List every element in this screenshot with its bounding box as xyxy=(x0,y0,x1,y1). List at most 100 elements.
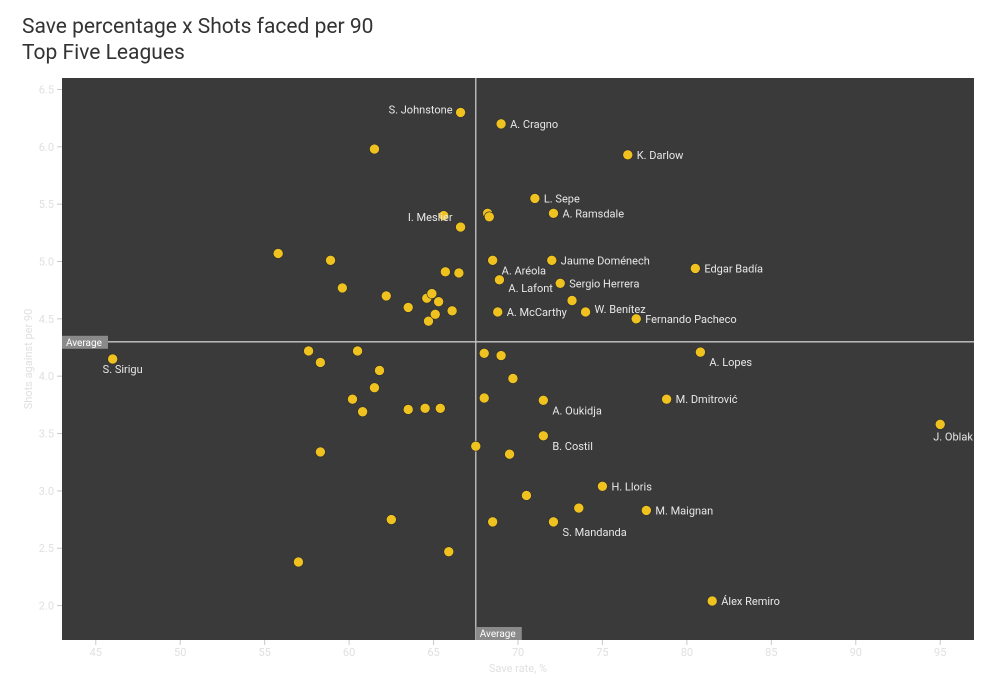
data-point[interactable] xyxy=(567,296,577,306)
y-tick-label: 6.5 xyxy=(39,83,54,96)
data-point[interactable] xyxy=(358,407,368,417)
data-point[interactable] xyxy=(581,307,591,317)
data-point-label: B. Costil xyxy=(552,440,593,453)
data-point[interactable] xyxy=(315,357,325,367)
data-point-label: H. Lloris xyxy=(611,480,652,493)
data-point[interactable] xyxy=(538,431,548,441)
data-point[interactable] xyxy=(555,278,565,288)
data-point-label: S. Johnstone xyxy=(389,103,453,116)
data-point[interactable] xyxy=(707,596,717,606)
data-point[interactable] xyxy=(444,547,454,557)
data-point-label: A. Ramsdale xyxy=(562,207,624,220)
x-tick-label: 95 xyxy=(934,646,946,659)
data-point[interactable] xyxy=(488,255,498,265)
data-point[interactable] xyxy=(574,503,584,513)
data-point[interactable] xyxy=(440,267,450,277)
data-point[interactable] xyxy=(456,107,466,117)
data-point[interactable] xyxy=(548,517,558,527)
data-point[interactable] xyxy=(471,441,481,451)
data-point[interactable] xyxy=(430,309,440,319)
data-point-label: A. Lopes xyxy=(709,356,752,369)
data-point[interactable] xyxy=(488,517,498,527)
y-tick-label: 3.0 xyxy=(39,485,54,498)
scatter-plot: 4550556065707580859095Save rate, %2.02.5… xyxy=(20,72,980,682)
data-point[interactable] xyxy=(456,222,466,232)
data-point[interactable] xyxy=(326,255,336,265)
data-point[interactable] xyxy=(447,306,457,316)
x-tick-label: 85 xyxy=(765,646,777,659)
data-point[interactable] xyxy=(494,275,504,285)
data-point[interactable] xyxy=(496,119,506,129)
x-tick-label: 45 xyxy=(90,646,102,659)
data-point[interactable] xyxy=(484,212,494,222)
data-point[interactable] xyxy=(662,394,672,404)
data-point[interactable] xyxy=(315,447,325,457)
data-point[interactable] xyxy=(434,297,444,307)
data-point-label: A. Aréola xyxy=(502,264,546,277)
data-point[interactable] xyxy=(479,348,489,358)
data-point[interactable] xyxy=(631,314,641,324)
data-point-label: J. Oblak xyxy=(933,430,973,443)
data-point[interactable] xyxy=(386,515,396,525)
data-point-label: K. Darlow xyxy=(637,149,684,162)
data-point-label: M. Maignan xyxy=(655,504,713,517)
data-point[interactable] xyxy=(597,481,607,491)
data-point[interactable] xyxy=(435,403,445,413)
data-point[interactable] xyxy=(403,404,413,414)
data-point[interactable] xyxy=(547,255,557,265)
x-tick-label: 75 xyxy=(596,646,608,659)
y-tick-label: 2.0 xyxy=(39,600,54,613)
data-point[interactable] xyxy=(493,307,503,317)
data-point-label: L. Sepe xyxy=(544,192,580,205)
data-point[interactable] xyxy=(369,383,379,393)
y-tick-label: 5.5 xyxy=(39,198,54,211)
data-point-label: A. McCarthy xyxy=(507,306,568,319)
y-tick-label: 4.0 xyxy=(39,370,54,383)
x-tick-label: 90 xyxy=(850,646,862,659)
avg-x-tag-text: Average xyxy=(480,629,516,640)
data-point-label: Jaume Doménech xyxy=(561,254,650,267)
data-point[interactable] xyxy=(508,373,518,383)
data-point-label: S. Sirigu xyxy=(103,363,143,376)
data-point-label: A. Lafont xyxy=(508,282,553,295)
x-tick-label: 65 xyxy=(427,646,439,659)
chart-subtitle: Top Five Leagues xyxy=(22,40,1000,66)
plot-background xyxy=(62,78,974,640)
data-point[interactable] xyxy=(496,351,506,361)
data-point-label: Sergio Herrera xyxy=(569,277,639,290)
y-tick-label: 5.0 xyxy=(39,256,54,269)
data-point[interactable] xyxy=(273,248,283,258)
data-point[interactable] xyxy=(375,365,385,375)
data-point[interactable] xyxy=(548,208,558,218)
data-point[interactable] xyxy=(353,346,363,356)
data-point[interactable] xyxy=(641,505,651,515)
y-tick-label: 6.0 xyxy=(39,141,54,154)
data-point[interactable] xyxy=(403,302,413,312)
data-point[interactable] xyxy=(623,150,633,160)
data-point[interactable] xyxy=(521,490,531,500)
data-point[interactable] xyxy=(935,419,945,429)
x-tick-label: 55 xyxy=(258,646,270,659)
data-point[interactable] xyxy=(369,144,379,154)
data-point[interactable] xyxy=(505,449,515,459)
data-point-label: A. Cragno xyxy=(510,118,558,131)
y-axis-title: Shots against per 90 xyxy=(22,309,35,410)
data-point[interactable] xyxy=(420,403,430,413)
data-point-label: S. Mandanda xyxy=(562,526,626,539)
data-point-label: I. Meslier xyxy=(408,211,453,224)
data-point[interactable] xyxy=(347,394,357,404)
data-point[interactable] xyxy=(690,263,700,273)
data-point[interactable] xyxy=(454,268,464,278)
data-point[interactable] xyxy=(427,289,437,299)
x-tick-label: 50 xyxy=(174,646,186,659)
data-point[interactable] xyxy=(695,347,705,357)
data-point[interactable] xyxy=(381,291,391,301)
data-point-label: Fernando Pacheco xyxy=(645,313,736,326)
data-point[interactable] xyxy=(530,193,540,203)
x-tick-label: 70 xyxy=(512,646,524,659)
data-point[interactable] xyxy=(304,346,314,356)
data-point[interactable] xyxy=(479,393,489,403)
data-point[interactable] xyxy=(538,395,548,405)
data-point[interactable] xyxy=(293,557,303,567)
data-point[interactable] xyxy=(337,283,347,293)
